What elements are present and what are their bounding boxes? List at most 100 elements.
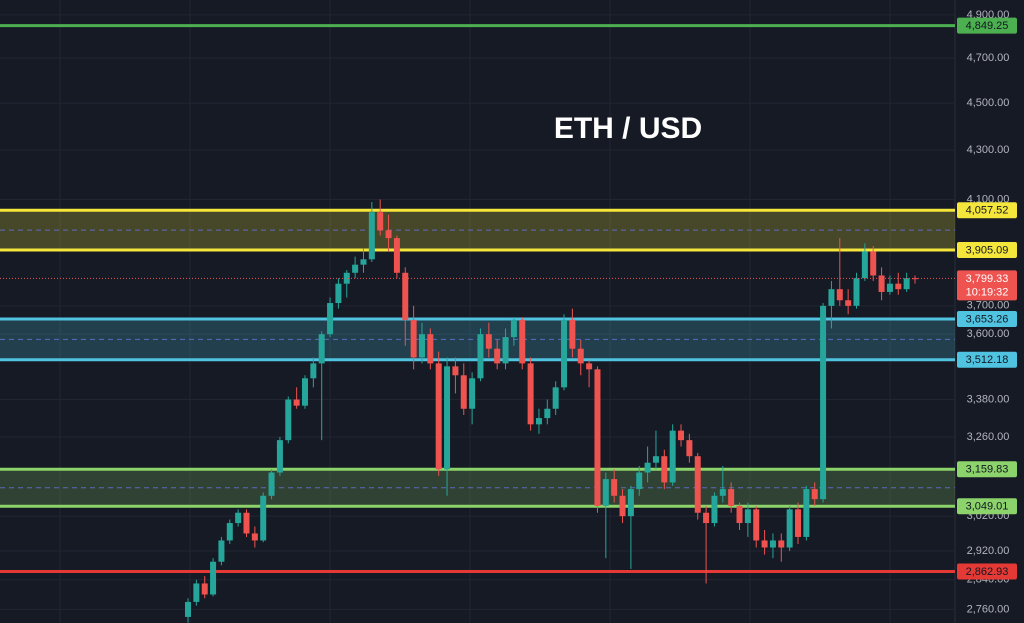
candle-body <box>853 278 860 306</box>
candle-body <box>728 489 735 506</box>
candle-body <box>226 523 233 541</box>
candle-body <box>285 399 292 441</box>
candle-body <box>235 512 242 524</box>
level-label-bg <box>957 351 1017 368</box>
candle-body <box>661 456 668 483</box>
candle-body <box>652 456 659 463</box>
level-label-bg <box>957 202 1017 219</box>
candle-body <box>711 495 718 524</box>
candle-body <box>535 418 542 425</box>
candle-body <box>552 387 559 409</box>
candle-body <box>393 238 400 273</box>
candle-body <box>719 489 726 496</box>
candle-body <box>586 363 593 370</box>
candle-body <box>377 212 384 231</box>
candle-body <box>469 378 476 409</box>
candle-body <box>293 399 300 406</box>
candle-body <box>385 230 392 239</box>
candle-body <box>494 348 501 364</box>
candle-body <box>185 601 191 617</box>
candle-body <box>427 334 434 364</box>
last-price-label-bg <box>957 270 1017 301</box>
candle-body <box>778 540 785 548</box>
candle-body <box>402 272 409 320</box>
candle-body <box>485 334 492 349</box>
candle-body <box>318 334 325 364</box>
candle-body <box>753 509 760 541</box>
candle-body <box>886 283 893 292</box>
candle-body <box>845 300 852 306</box>
candle-body <box>619 495 626 517</box>
candle-body <box>352 264 359 273</box>
candle-body <box>301 378 308 406</box>
level-label-bg <box>957 17 1017 34</box>
candle-body <box>644 462 651 473</box>
y-tick-label: 2,920.00 <box>967 545 1010 557</box>
candle-body <box>569 319 576 349</box>
candle-body <box>519 319 526 364</box>
candle-body <box>452 366 459 376</box>
candle-body <box>703 512 710 524</box>
candle-body <box>577 348 584 364</box>
candle-body <box>803 489 810 537</box>
candle-body <box>260 495 267 541</box>
candle-body <box>343 272 350 284</box>
candle-body <box>310 363 317 379</box>
candle-body <box>611 479 618 496</box>
candle-body <box>903 278 910 290</box>
candle-body <box>828 289 835 306</box>
candle-body <box>435 363 442 470</box>
candle-body <box>561 319 568 388</box>
candle-body <box>870 251 877 276</box>
candle-body <box>736 505 743 524</box>
candle-body <box>335 283 342 304</box>
candle-body <box>820 305 827 500</box>
candle-body <box>895 283 902 290</box>
level-label-bg <box>957 461 1017 478</box>
level-label: 3,512.18 <box>966 354 1009 366</box>
level-label: 3,049.01 <box>966 501 1009 513</box>
y-tick-label: 3,380.00 <box>967 393 1010 405</box>
level-label: 3,159.83 <box>966 464 1009 476</box>
candle-body <box>276 440 283 473</box>
candle-body <box>694 456 701 513</box>
candle-body <box>678 430 685 441</box>
candle-body <box>544 408 551 419</box>
candle-body <box>761 540 768 548</box>
candle-body <box>786 509 793 548</box>
candle-body <box>510 319 517 338</box>
level-label: 2,862.93 <box>966 566 1009 578</box>
candle-body <box>477 334 484 379</box>
level-label: 4,057.52 <box>966 205 1009 217</box>
candle-body <box>527 363 534 425</box>
candle-body <box>460 375 467 409</box>
candle-body <box>594 369 601 506</box>
candle-body <box>502 337 509 364</box>
level-label: 3,653.26 <box>966 313 1009 325</box>
candle-body <box>769 540 776 548</box>
candle-body <box>878 275 885 292</box>
y-tick-label: 3,260.00 <box>967 431 1010 443</box>
candle-body <box>811 489 818 500</box>
candle-body <box>251 533 258 541</box>
chart-title: ETH / USD <box>554 112 702 145</box>
candle-body <box>744 509 751 524</box>
level-label: 4,849.25 <box>966 20 1009 32</box>
y-tick-label: 4,700.00 <box>967 52 1010 64</box>
candle-body <box>243 512 250 534</box>
candle-body <box>327 303 334 335</box>
level-label: 3,905.09 <box>966 244 1009 256</box>
y-tick-label: 4,500.00 <box>967 97 1010 109</box>
y-tick-label: 3,600.00 <box>967 328 1010 340</box>
candle-body <box>368 212 375 260</box>
candle-body <box>360 259 367 265</box>
candle-body <box>268 472 275 496</box>
candle-body <box>861 251 868 279</box>
y-tick-label: 2,760.00 <box>967 603 1010 615</box>
candle-body <box>627 489 634 517</box>
candle-body <box>836 289 843 301</box>
candle-body <box>201 583 208 595</box>
y-tick-label: 4,300.00 <box>967 144 1010 156</box>
